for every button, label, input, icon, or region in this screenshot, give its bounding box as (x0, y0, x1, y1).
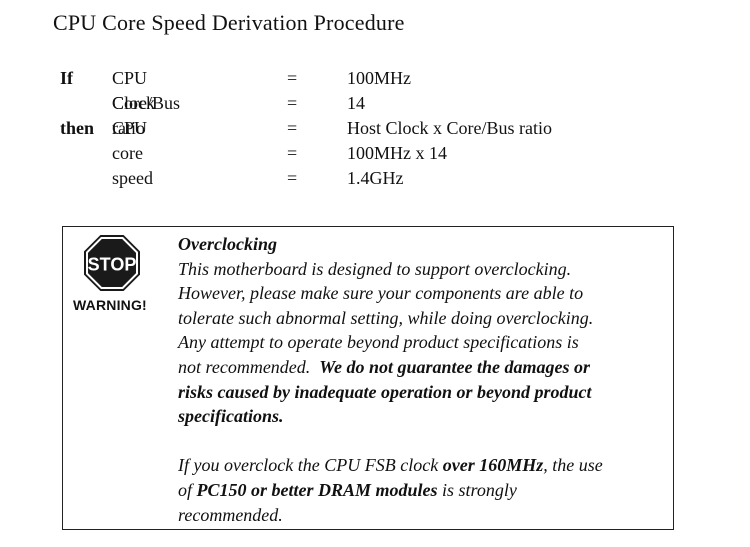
warning-line: recommended. (178, 504, 283, 525)
warning-label: WARNING! (73, 297, 147, 313)
warning-box: STOP WARNING! Overclocking This motherbo… (62, 226, 674, 530)
equals-sign: = (287, 143, 298, 163)
warning-line: However, please make sure your component… (178, 283, 584, 304)
warning-heading: Overclocking (178, 234, 277, 254)
equals-sign: = (287, 168, 298, 188)
warning-line: If you overclock the CPU FSB clock over … (178, 455, 603, 476)
formula-label: CPU core speed (112, 118, 153, 188)
paragraph-gap (178, 429, 674, 454)
formula-value: 14 (347, 93, 365, 113)
warning-line: Any attempt to operate beyond product sp… (178, 332, 579, 353)
formula-value: 100MHz x 14 (347, 143, 447, 163)
formula-label: CPU Clock (112, 68, 155, 113)
warning-line: This motherboard is designed to support … (178, 258, 572, 279)
warning-line-plain: not recommended. (178, 356, 320, 377)
equals-sign: = (287, 93, 298, 113)
equals-sign: = (287, 68, 298, 88)
warning-text: Overclocking This motherboard is designe… (178, 232, 674, 527)
warning-line-bold: We do not guarantee the damages or (319, 356, 590, 377)
warning-line-bold: risks caused by inadequate operation or … (178, 381, 592, 402)
formula-value: Host Clock x Core/Bus ratio (347, 118, 552, 138)
dram-requirement: PC150 or better DRAM modules (196, 479, 438, 500)
warning-line: not recommended. We do not guarantee the… (178, 355, 674, 380)
formula-keyword: then (60, 118, 95, 138)
formula-value: 100MHz (347, 68, 411, 88)
fsb-threshold: over 160MHz (442, 455, 544, 476)
formula-value: 1.4GHz (347, 168, 404, 188)
warning-line-bold: specifications. (178, 406, 284, 427)
formula-label: Core/Bus ratio (112, 93, 181, 138)
stop-sign-icon: STOP (84, 235, 140, 291)
stop-sign-text: STOP (88, 255, 137, 275)
formula-keyword: If (60, 68, 73, 88)
equals-sign: = (287, 118, 298, 138)
page-title: CPU Core Speed Derivation Procedure (53, 10, 405, 35)
warning-line: of PC150 or better DRAM modules is stron… (178, 479, 517, 500)
warning-line: tolerate such abnormal setting, while do… (178, 307, 594, 328)
